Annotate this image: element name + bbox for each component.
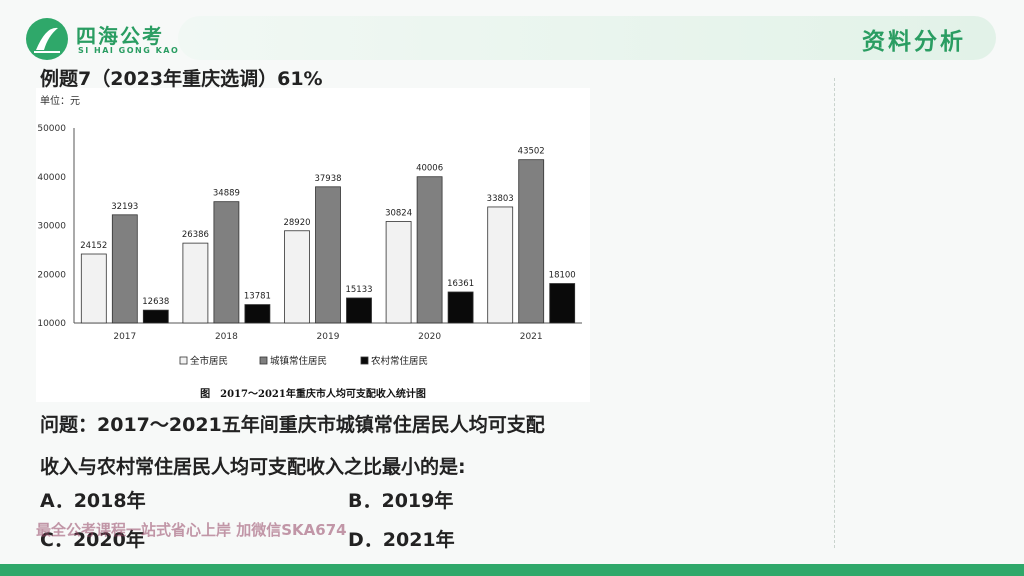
question-title: 例题7（2023年重庆选调）61%: [40, 68, 323, 90]
y-tick-label: 30000: [37, 222, 66, 232]
chart-panel: 单位：元 10000 20000 30000 40000 50000 24152 32193 1…: [36, 88, 590, 402]
chart-caption: 图 2017～2021年重庆市人均可支配收入统计图: [200, 387, 426, 400]
bar: [142, 309, 169, 324]
unit-label: 单位：元: [40, 94, 80, 107]
watermark-text: 最全公考课程一站式省心上岸 加微信SKA674: [36, 521, 347, 539]
question-line-1: 问题：2017～2021五年间重庆市城镇常住居民人均可支配: [40, 414, 545, 436]
data-label: 28920: [283, 218, 310, 228]
bar: [549, 283, 576, 324]
data-label: 26386: [182, 230, 209, 240]
bar: [385, 221, 412, 324]
x-tick-label: 2020: [418, 332, 441, 342]
x-tick-label: 2019: [317, 332, 340, 342]
legend-swatch: [179, 356, 188, 365]
data-label: 18100: [549, 271, 576, 281]
bar: [416, 176, 443, 324]
bar: [346, 297, 372, 324]
y-tick-label: 10000: [37, 319, 66, 329]
bar-chart: 单位：元 10000 20000 30000 40000 50000 24152 32193 1…: [37, 94, 582, 400]
bottom-bar: [0, 564, 1024, 576]
legend-swatch: [259, 356, 268, 365]
divider-line: [834, 78, 835, 548]
legend-label: 农村常住居民: [371, 355, 428, 367]
bar: [111, 214, 138, 324]
bar: [518, 159, 545, 324]
option-b[interactable]: B．2019年: [348, 490, 454, 512]
data-label: 30824: [385, 208, 412, 218]
bar: [487, 206, 514, 324]
y-tick-label: 50000: [37, 124, 66, 134]
x-tick-label: 2017: [113, 332, 136, 342]
option-c[interactable]: C．2020年: [40, 529, 145, 551]
section-title: 资料分析: [862, 29, 966, 55]
bar: [213, 201, 240, 324]
bar: [447, 291, 474, 324]
data-label: 33803: [487, 194, 514, 204]
x-tick-label: 2018: [215, 332, 238, 342]
logo-icon: [26, 18, 68, 60]
data-label: 16361: [447, 279, 474, 289]
legend-label: 全市居民: [190, 355, 228, 367]
data-label: 34889: [213, 189, 240, 199]
data-label: 40006: [416, 164, 443, 174]
option-a[interactable]: A．2018年: [40, 490, 146, 512]
data-label: 32193: [111, 202, 138, 212]
bar: [182, 242, 209, 324]
option-d[interactable]: D．2021年: [348, 529, 455, 551]
data-label: 43502: [518, 147, 545, 157]
bar: [284, 230, 310, 324]
logo-pinyin: SI HAI GONG KAO: [78, 46, 180, 55]
y-tick-label: 20000: [37, 270, 66, 280]
data-label: 13781: [244, 292, 271, 302]
bar: [244, 304, 271, 324]
legend-label: 城镇常住居民: [270, 355, 327, 367]
data-label: 15133: [345, 285, 372, 295]
bar: [315, 186, 341, 324]
logo-name: 四海公考: [76, 24, 164, 48]
data-label: 37938: [314, 174, 341, 184]
legend-swatch: [360, 356, 369, 365]
data-label: 12638: [142, 297, 169, 307]
x-tick-label: 2021: [520, 332, 543, 342]
bar: [80, 253, 107, 324]
y-tick-label: 40000: [37, 173, 66, 183]
data-label: 24152: [80, 241, 107, 251]
question-line-2: 收入与农村常住居民人均可支配收入之比最小的是:: [40, 456, 466, 478]
header-bar: [178, 16, 996, 60]
